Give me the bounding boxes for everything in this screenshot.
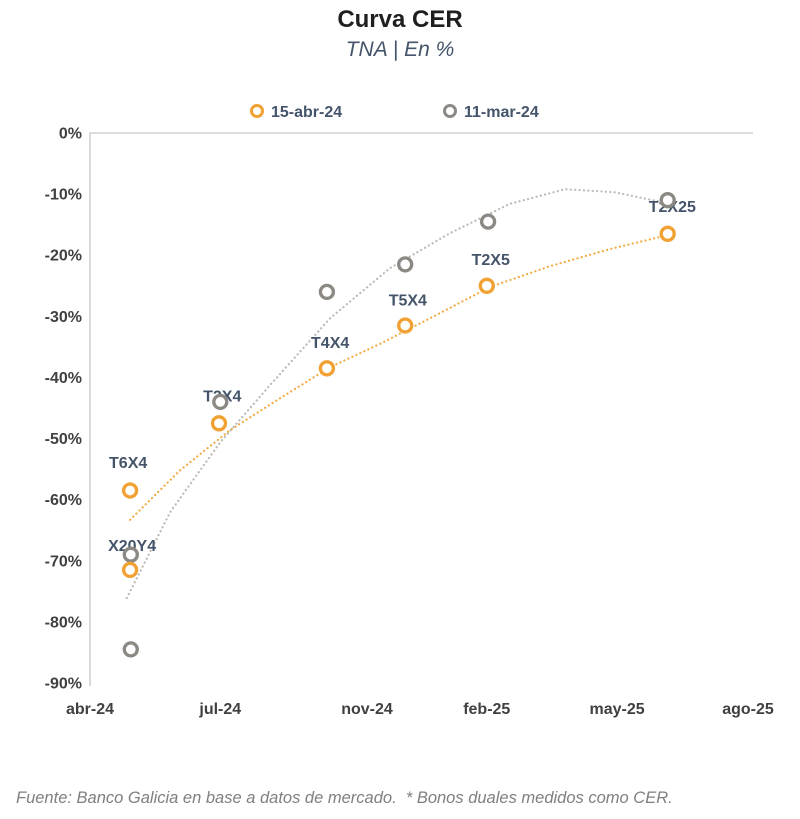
data-point-X20Y4-11-mar-24 [122, 546, 139, 563]
data-point-T2X4-11-mar-24 [212, 393, 229, 411]
x-tick-may-25: may-25 [589, 701, 644, 718]
x-tick-abr-24: abr-24 [66, 701, 114, 718]
trendlines [125, 188, 669, 600]
y-axis-labels: 0% -10% -20% -30% -40% -50% -60% -70% -80% -90% [45, 126, 82, 693]
trendline-11-mar-24 [125, 188, 669, 600]
chart-title: Curva CER [337, 6, 462, 33]
data-point-T2X5-11-mar-24 [479, 213, 497, 230]
chart-subtitle: TNA | En % [346, 38, 455, 61]
data-point-T2X5-15-abr-24 [478, 277, 495, 294]
source-note: Fuente: Banco Galicia en base a datos de… [16, 789, 673, 807]
y-tick--90%: -90% [45, 675, 82, 692]
y-tick--50%: -50% [45, 431, 82, 448]
point-label-T4X4: T4X4 [311, 335, 349, 352]
x-tick-feb-25: feb-25 [463, 701, 510, 718]
point-label-T2X5: T2X5 [472, 252, 510, 269]
x-tick-ago-25: ago-25 [722, 701, 774, 718]
y-tick--80%: -80% [45, 614, 82, 631]
y-tick--70%: -70% [45, 553, 82, 570]
data-point-T5X4-11-mar-24 [397, 256, 414, 273]
data-point-T2X25-15-abr-24 [659, 225, 676, 242]
x-axis-labels: abr-24 jul-24 nov-24 feb-25 may-25 ago-25 [66, 701, 774, 718]
data-points [121, 192, 676, 658]
trendline-15-abr-24 [129, 234, 669, 521]
point-label-T6X4: T6X4 [109, 455, 147, 472]
legend-label-11-mar-24: 11-mar-24 [464, 104, 539, 121]
legend-marker-15-abr-24-icon [250, 104, 264, 118]
data-point-T6X4-11-mar-24 [122, 641, 139, 658]
point-labels: T6X4X20Y4T2X4T4X4T5X4T2X5T2X25 [108, 199, 696, 555]
y-tick--20%: -20% [45, 248, 82, 265]
data-point-T2X25-11-mar-24 [659, 192, 676, 209]
x-tick-nov-24: nov-24 [341, 701, 393, 718]
x-tick-jul-24: jul-24 [198, 701, 241, 718]
point-label-T5X4: T5X4 [389, 292, 427, 309]
data-point-X20Y4-15-abr-24 [121, 561, 139, 579]
y-tick--60%: -60% [45, 492, 82, 509]
y-tick--40%: -40% [45, 370, 82, 387]
data-point-T4X4-15-abr-24 [318, 360, 336, 377]
y-tick--30%: -30% [45, 309, 82, 326]
plot-frame [89, 132, 753, 686]
data-point-T5X4-15-abr-24 [397, 317, 414, 334]
point-label-X20Y4: X20Y4 [108, 538, 156, 555]
data-point-T4X4-11-mar-24 [318, 283, 336, 301]
legend-marker-11-mar-24-icon [443, 104, 457, 118]
y-tick-0%: 0% [59, 126, 82, 143]
y-tick--10%: -10% [45, 187, 82, 204]
legend-label-15-abr-24: 15-abr-24 [271, 104, 342, 121]
data-point-T6X4-15-abr-24 [121, 482, 139, 499]
data-point-T2X4-15-abr-24 [210, 415, 228, 432]
legend: 15-abr-24 11-mar-24 [250, 104, 539, 121]
